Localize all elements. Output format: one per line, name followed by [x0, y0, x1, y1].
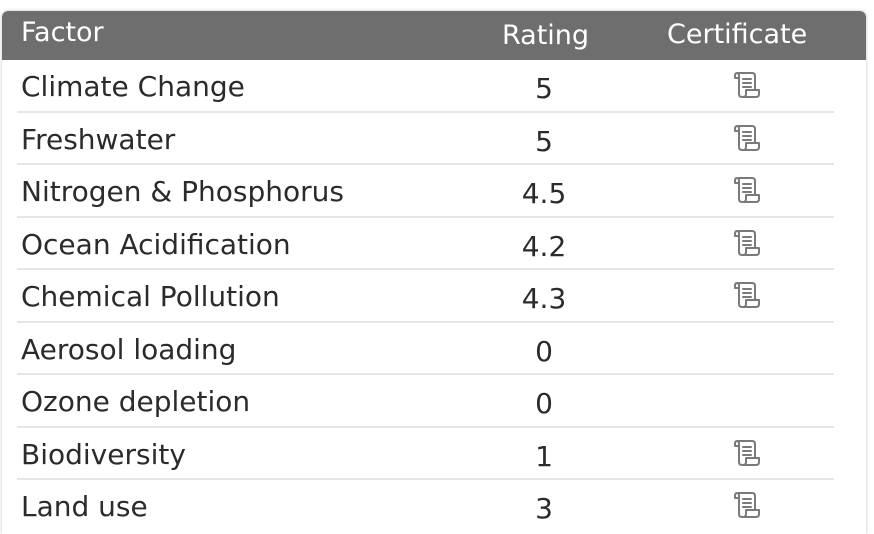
rating-cell: 3 — [535, 492, 553, 525]
table-row: Climate Change 5 — [2, 60, 866, 113]
factor-cell: Land use — [21, 490, 148, 523]
factor-cell: Ocean Acidification — [21, 227, 291, 261]
table-row: Chemical Pollution 4.3 — [2, 270, 866, 323]
factor-cell: Freshwater — [21, 122, 176, 156]
factor-cell: Climate Change — [21, 70, 245, 103]
rating-cell: 0 — [535, 387, 553, 420]
table-row: Freshwater 5 — [2, 113, 866, 166]
column-header-certificate: Certificate — [667, 19, 808, 50]
certificate-scroll-icon[interactable] — [733, 70, 763, 100]
factor-cell: Biodiversity — [21, 437, 186, 471]
table-row: Ozone depletion 0 — [2, 375, 866, 428]
certificate-scroll-icon[interactable] — [733, 123, 763, 153]
factor-cell: Chemical Pollution — [21, 280, 280, 313]
rating-cell: 0 — [535, 334, 553, 368]
table-row: Nitrogen & Phosphorus 4.5 — [2, 165, 866, 218]
table-row: Aerosol loading 0 — [2, 323, 866, 376]
factor-cell: Nitrogen & Phosphorus — [21, 175, 344, 208]
rating-cell: 4.2 — [521, 229, 567, 263]
column-header-rating: Rating — [502, 20, 590, 51]
factor-rating-table: Factor Rating Certificate Climate Change… — [2, 11, 866, 534]
certificate-scroll-icon[interactable] — [733, 438, 763, 468]
factor-cell: Ozone depletion — [21, 385, 251, 418]
column-header-factor: Factor — [21, 17, 104, 48]
certificate-scroll-icon[interactable] — [733, 490, 763, 520]
rating-cell: 5 — [535, 124, 553, 158]
certificate-scroll-icon[interactable] — [733, 175, 763, 205]
rating-cell: 4.3 — [521, 282, 567, 315]
rating-cell: 1 — [535, 439, 553, 473]
certificate-scroll-icon[interactable] — [733, 228, 763, 258]
table-row: Land use 3 — [2, 480, 866, 533]
factor-cell: Aerosol loading — [21, 332, 237, 366]
table-body: Climate Change 5 Freshwater 5 Nitrogen &… — [2, 60, 866, 533]
table-row: Ocean Acidification 4.2 — [2, 218, 866, 271]
table-row: Biodiversity 1 — [2, 428, 866, 481]
table-header: Factor Rating Certificate — [2, 11, 866, 60]
rating-cell: 4.5 — [521, 177, 567, 210]
rating-cell: 5 — [535, 72, 553, 105]
certificate-scroll-icon[interactable] — [733, 280, 763, 310]
